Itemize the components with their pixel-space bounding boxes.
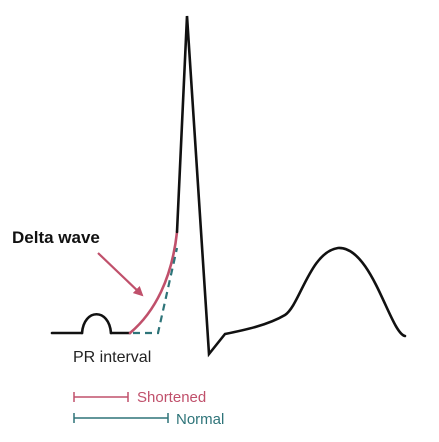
delta-wave-arrow bbox=[97, 252, 144, 297]
pr-interval-label: PR interval bbox=[73, 349, 151, 366]
p-wave bbox=[80, 313, 113, 335]
legend-normal-label: Normal bbox=[176, 411, 224, 428]
qrs-st-t-trace bbox=[175, 15, 407, 358]
delta-wave-curve bbox=[128, 230, 179, 335]
legend-shortened: Shortened bbox=[73, 389, 206, 406]
normal-pr-path bbox=[133, 247, 179, 335]
legend-normal-bar bbox=[73, 413, 169, 423]
legend-shortened-label: Shortened bbox=[137, 389, 206, 406]
legend-shortened-bar bbox=[73, 392, 129, 402]
delta-wave-label: Delta wave bbox=[12, 228, 100, 247]
legend-normal: Normal bbox=[73, 411, 224, 428]
